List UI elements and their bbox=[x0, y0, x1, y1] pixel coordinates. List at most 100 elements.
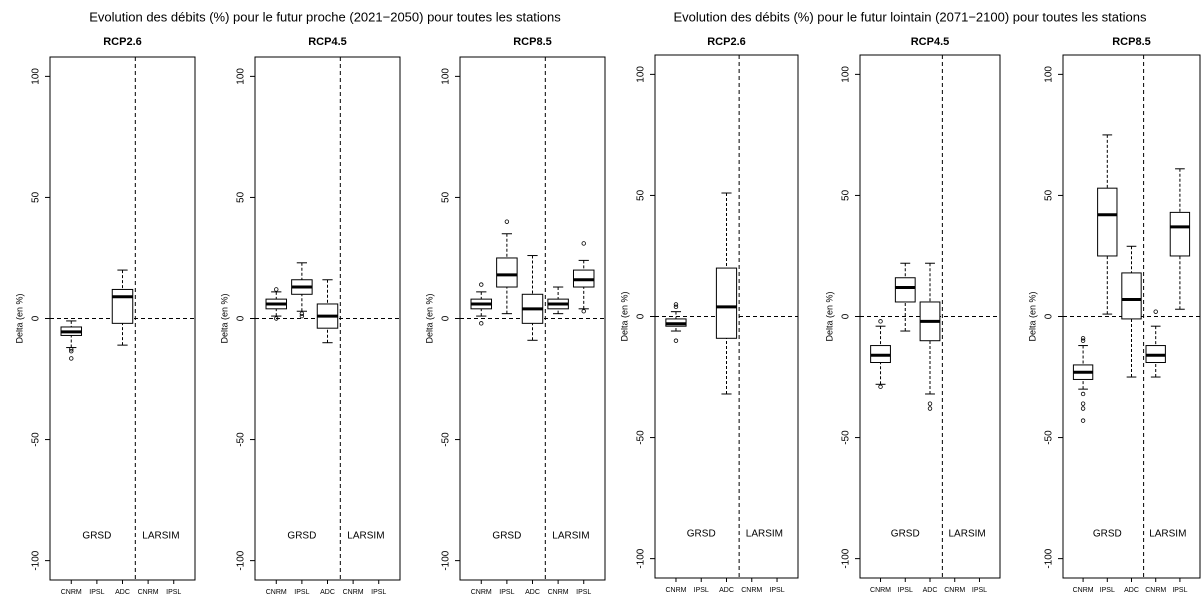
box bbox=[1169, 211, 1191, 257]
y-tick-label: 0 bbox=[841, 313, 852, 319]
panel-title: RCP8.5 bbox=[513, 36, 552, 48]
panel-title: RCP4.5 bbox=[911, 36, 950, 48]
outlier bbox=[878, 319, 883, 324]
panel-title: RCP8.5 bbox=[1112, 36, 1151, 48]
x-tick-label: ADC bbox=[719, 587, 734, 594]
outlier bbox=[673, 304, 679, 310]
y-axis-label: Delta (en %) bbox=[219, 293, 229, 343]
group-label: GRSD bbox=[891, 529, 920, 540]
group-label: GRSD bbox=[1093, 529, 1122, 540]
y-tick-label: 0 bbox=[1044, 313, 1055, 319]
outlier bbox=[581, 309, 586, 314]
x-tick-label: CNRM bbox=[343, 589, 364, 596]
outlier bbox=[69, 356, 74, 361]
y-tick-label: -100 bbox=[636, 548, 647, 568]
y-tick-label: -50 bbox=[31, 432, 42, 447]
y-tick-label: 50 bbox=[841, 189, 852, 201]
y-tick-label: 0 bbox=[636, 313, 647, 319]
y-tick-label: 100 bbox=[31, 68, 42, 85]
x-tick-label: IPSL bbox=[898, 587, 913, 594]
x-tick-label: CNRM bbox=[266, 589, 287, 596]
y-tick-label: -50 bbox=[1044, 430, 1055, 445]
panel-title: RCP2.6 bbox=[707, 36, 746, 48]
x-tick-label: CNRM bbox=[138, 589, 159, 596]
box bbox=[1097, 187, 1118, 257]
y-tick-label: -50 bbox=[841, 430, 852, 445]
x-tick-label: CNRM bbox=[1073, 587, 1094, 594]
group-label: LARSIM bbox=[746, 529, 783, 540]
outlier bbox=[927, 406, 933, 411]
outlier bbox=[274, 287, 279, 292]
outlier bbox=[927, 401, 933, 406]
y-tick-label: -50 bbox=[236, 432, 247, 447]
y-tick-label: -100 bbox=[236, 550, 247, 570]
x-tick-label: IPSL bbox=[166, 589, 181, 596]
x-tick-label: CNRM bbox=[61, 589, 82, 596]
y-tick-label: 50 bbox=[441, 191, 452, 203]
x-tick-label: ADC bbox=[115, 589, 130, 596]
y-tick-label: -100 bbox=[1044, 548, 1055, 568]
box bbox=[1121, 272, 1142, 320]
y-tick-label: 50 bbox=[636, 189, 647, 201]
panel-title: RCP2.6 bbox=[103, 36, 142, 48]
x-tick-label: ADC bbox=[525, 589, 540, 596]
y-tick-label: 0 bbox=[441, 315, 452, 321]
y-tick-label: 50 bbox=[236, 191, 247, 203]
y-tick-label: 0 bbox=[236, 315, 247, 321]
x-tick-label: ADC bbox=[923, 587, 938, 594]
group-label: GRSD bbox=[687, 529, 716, 540]
box bbox=[715, 267, 738, 339]
x-tick-label: IPSL bbox=[499, 589, 514, 596]
y-tick-label: 50 bbox=[31, 191, 42, 203]
outlier bbox=[878, 384, 883, 389]
y-tick-label: 100 bbox=[636, 66, 647, 83]
group-label: GRSD bbox=[287, 531, 316, 542]
outlier bbox=[673, 302, 679, 307]
group-label: LARSIM bbox=[142, 531, 179, 542]
box bbox=[496, 257, 518, 288]
y-tick-label: 100 bbox=[1044, 66, 1055, 83]
outlier bbox=[479, 282, 484, 287]
y-axis-label: Delta (en %) bbox=[14, 293, 24, 343]
outlier bbox=[299, 313, 305, 319]
x-tick-label: CNRM bbox=[741, 587, 762, 594]
figure-title: Evolution des débits (%) pour le futur p… bbox=[89, 9, 561, 24]
y-axis-label: Delta (en %) bbox=[1027, 291, 1037, 341]
x-tick-label: IPSL bbox=[694, 587, 709, 594]
group-label: GRSD bbox=[82, 531, 111, 542]
y-tick-label: -50 bbox=[441, 432, 452, 447]
group-label: GRSD bbox=[492, 531, 521, 542]
x-tick-label: CNRM bbox=[665, 587, 686, 594]
outlier bbox=[1080, 338, 1086, 343]
x-tick-label: CNRM bbox=[944, 587, 965, 594]
y-tick-label: -100 bbox=[31, 550, 42, 570]
outlier bbox=[673, 338, 679, 343]
box bbox=[894, 277, 916, 303]
group-label: LARSIM bbox=[1149, 529, 1186, 540]
x-tick-label: IPSL bbox=[1172, 587, 1187, 594]
y-axis-label: Delta (en %) bbox=[424, 293, 434, 343]
x-tick-label: CNRM bbox=[471, 589, 492, 596]
y-tick-label: 100 bbox=[236, 68, 247, 85]
y-tick-label: 50 bbox=[1044, 189, 1055, 201]
y-tick-label: -100 bbox=[841, 548, 852, 568]
y-tick-label: 100 bbox=[441, 68, 452, 85]
outlier bbox=[1153, 309, 1158, 314]
outlier bbox=[274, 316, 279, 321]
outlier bbox=[1080, 406, 1086, 411]
y-tick-label: -100 bbox=[441, 550, 452, 570]
x-tick-label: IPSL bbox=[769, 587, 784, 594]
outlier bbox=[504, 219, 510, 224]
x-tick-label: IPSL bbox=[89, 589, 104, 596]
outlier bbox=[581, 241, 586, 246]
y-tick-label: 0 bbox=[31, 315, 42, 321]
group-label: LARSIM bbox=[552, 531, 589, 542]
outlier bbox=[299, 311, 305, 316]
x-tick-label: IPSL bbox=[294, 589, 309, 596]
group-label: LARSIM bbox=[347, 531, 384, 542]
x-tick-label: IPSL bbox=[576, 589, 591, 596]
x-tick-label: CNRM bbox=[548, 589, 569, 596]
box bbox=[111, 288, 134, 324]
outlier bbox=[1080, 401, 1086, 406]
